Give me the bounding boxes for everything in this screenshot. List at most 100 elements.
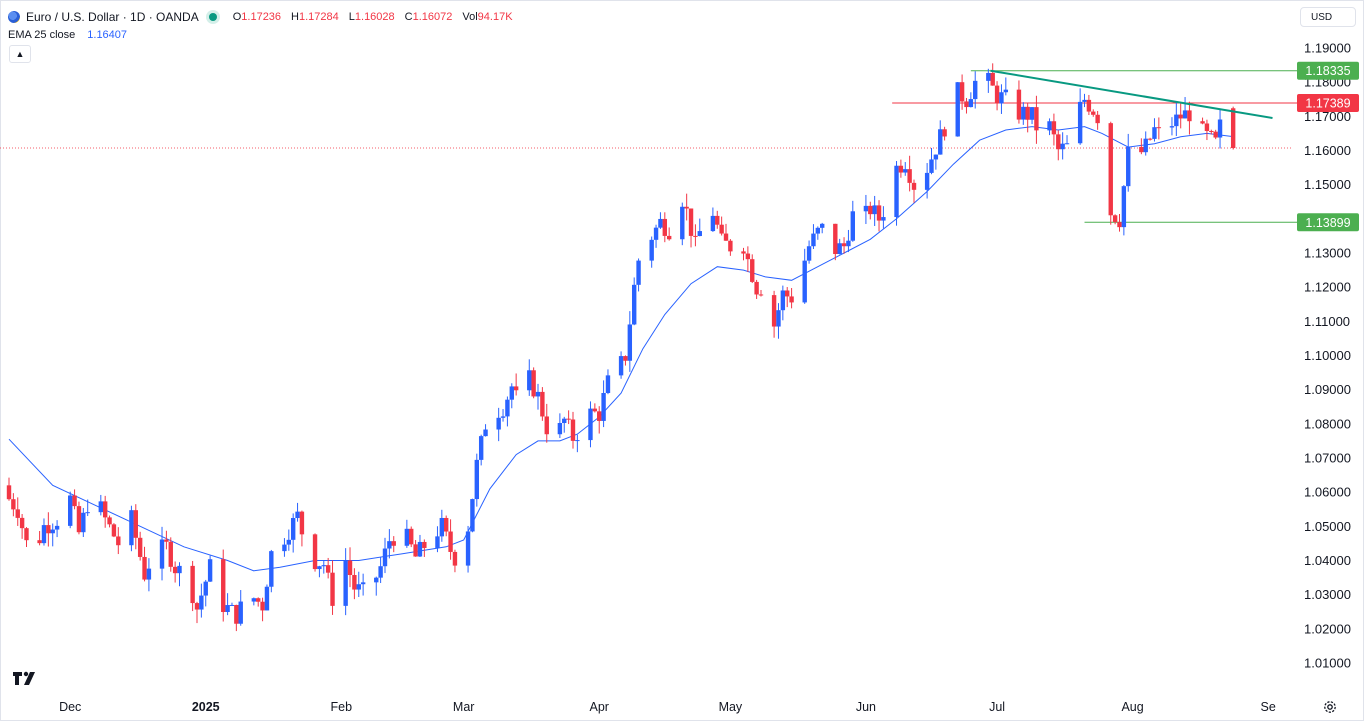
candle-down — [1108, 123, 1113, 216]
y-tick-label: 1.04000 — [1304, 553, 1351, 568]
low-value: 1.16028 — [354, 11, 395, 23]
candle-up — [98, 501, 104, 513]
candle-up — [1121, 186, 1127, 228]
y-tick-label: 1.15000 — [1304, 177, 1351, 192]
ema-layer — [8, 126, 1234, 572]
candle-down — [898, 165, 904, 173]
candle-down — [841, 243, 847, 247]
candle-down — [330, 572, 335, 606]
y-tick-label: 1.03000 — [1304, 587, 1351, 602]
candle-up — [435, 536, 440, 548]
candle-down — [116, 536, 121, 546]
price-tag-resistance — [1297, 94, 1359, 113]
candle-down — [540, 391, 545, 417]
candle-up — [1021, 106, 1026, 120]
candle-up — [819, 223, 825, 228]
candle-up — [417, 541, 423, 557]
currency-label: USD — [1311, 11, 1333, 23]
candle-up — [439, 517, 445, 537]
candle-up — [207, 559, 213, 582]
y-tick-label: 1.11000 — [1304, 314, 1350, 329]
candle-up — [1182, 110, 1188, 119]
y-tick-label: 1.07000 — [1304, 451, 1351, 466]
euro-dollar-icon — [8, 11, 20, 23]
candle-down — [994, 85, 1000, 104]
candle-up — [811, 233, 816, 247]
x-tick-label: May — [719, 700, 743, 714]
candle-up — [85, 512, 90, 514]
candle-down — [142, 556, 147, 580]
candle-down — [409, 528, 414, 545]
candle-down — [312, 534, 318, 570]
candle-down — [544, 416, 549, 435]
candle-up — [343, 560, 348, 606]
candle-down — [715, 215, 720, 225]
ema-legend-row[interactable]: EMA 25 close 1.16407 — [8, 26, 513, 44]
candle-down — [597, 411, 602, 421]
tradingview-logo-icon[interactable] — [12, 669, 40, 687]
candle-down — [15, 509, 20, 518]
candle-up — [1126, 146, 1131, 187]
candle-down — [325, 565, 331, 573]
candle-down — [6, 485, 12, 500]
candle-up — [509, 386, 514, 400]
candle-up — [483, 429, 488, 437]
candle-down — [172, 566, 178, 574]
y-tick-label: 1.09000 — [1304, 382, 1351, 397]
collapse-legend-button[interactable]: ▲ — [9, 45, 31, 63]
symbol-row: Euro / U.S. Dollar · 1D · OANDA O1.17236… — [8, 8, 513, 26]
candle-up — [286, 539, 292, 545]
candle-down — [662, 218, 668, 236]
candle-up — [81, 512, 86, 533]
gear-icon[interactable] — [1322, 699, 1338, 715]
candle-down — [789, 296, 794, 303]
candle-down — [566, 418, 571, 420]
x-tick-label: 2025 — [192, 700, 220, 714]
candle-down — [964, 101, 969, 108]
candle-down — [1025, 106, 1030, 120]
candle-down — [666, 235, 672, 240]
currency-selector[interactable]: USD — [1300, 7, 1356, 27]
candle-up — [850, 211, 855, 241]
candle-up — [54, 525, 60, 530]
candle-up — [378, 566, 383, 578]
candle-down — [72, 495, 77, 507]
x-tick-label: Jul — [989, 700, 1005, 714]
candle-up — [802, 260, 807, 303]
y-tick-label: 1.05000 — [1304, 519, 1351, 534]
candle-down — [444, 517, 449, 532]
candle-down — [46, 525, 51, 534]
candle-down — [754, 281, 759, 295]
candle-up — [903, 169, 908, 173]
candle-up — [1064, 143, 1070, 145]
candle-up — [321, 565, 326, 567]
candle-down — [513, 386, 519, 391]
candle-down — [907, 169, 912, 183]
candle-down — [750, 259, 755, 282]
candle-down — [1112, 215, 1118, 223]
candle-down — [234, 604, 239, 624]
candle-down — [771, 295, 777, 327]
candle-down — [164, 539, 169, 542]
candle-up — [1077, 101, 1083, 144]
candle-up — [631, 284, 637, 325]
candle-up — [846, 240, 851, 247]
candle-up — [470, 499, 475, 532]
candle-up — [557, 423, 563, 435]
candle-down — [111, 524, 117, 537]
candle-down — [745, 253, 751, 260]
candle-down — [347, 560, 353, 576]
x-tick-label: Apr — [589, 700, 608, 714]
trendline-layer — [990, 69, 1273, 120]
ema-25-line — [8, 126, 1234, 572]
y-tick-label: 1.17000 — [1304, 109, 1351, 124]
candle-down — [1209, 130, 1214, 132]
candles — [6, 63, 1236, 632]
symbol-title[interactable]: Euro / U.S. Dollar · 1D · OANDA — [26, 10, 199, 24]
candle-up — [295, 511, 300, 519]
x-tick-label: Jun — [856, 700, 876, 714]
candle-up — [264, 586, 270, 611]
candle-down — [1095, 114, 1100, 124]
